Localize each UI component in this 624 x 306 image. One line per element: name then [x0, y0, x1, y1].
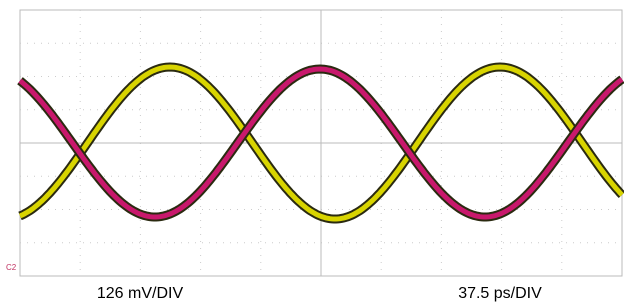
scope: C2 126 mV/DIV 37.5 ps/DIV	[0, 0, 624, 306]
horizontal-scale: 37.5 ps/DIV	[458, 285, 542, 302]
page: C2 126 mV/DIV 37.5 ps/DIV (() => { const…	[0, 0, 624, 306]
vertical-scale: 126 mV/DIV	[97, 285, 184, 302]
channel-marker: C2	[6, 263, 17, 272]
